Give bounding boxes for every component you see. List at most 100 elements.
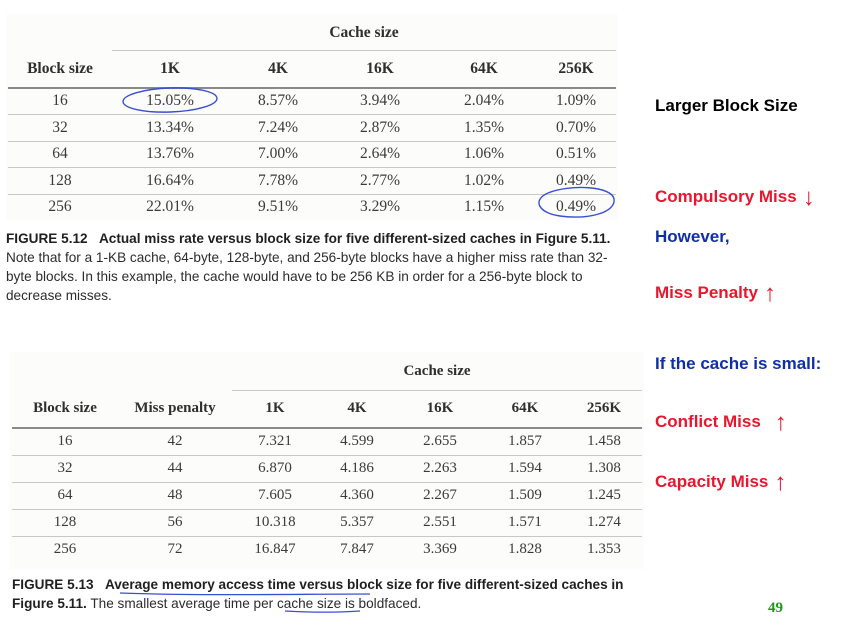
table-cell: 1.857 bbox=[508, 433, 542, 450]
table-row: 128 56 10.318 5.357 2.551 1.571 1.274 bbox=[12, 509, 642, 536]
table-cell: 1.274 bbox=[587, 514, 621, 530]
table-row: 64 13.76% 7.00% 2.64% 1.06% 0.51% bbox=[8, 141, 616, 167]
table-cell: 2.551 bbox=[423, 514, 457, 530]
table-cell: 8.57% bbox=[257, 92, 299, 110]
column-header: 64K bbox=[511, 400, 539, 417]
table-cell: 2.04% bbox=[463, 92, 505, 110]
table-cell: 1.308 bbox=[587, 460, 621, 476]
table-cell: 16 bbox=[52, 92, 68, 110]
table-cell: 1.353 bbox=[587, 541, 621, 558]
table-row: 32 44 6.870 4.186 2.263 1.594 1.308 bbox=[12, 455, 642, 482]
table-cell: 56 bbox=[167, 514, 183, 530]
column-header: 1K bbox=[160, 59, 180, 77]
memory-access-time-table: Cache size Block size Miss penalty 1K 4K… bbox=[12, 354, 642, 563]
table-cell-best: 4.186 bbox=[340, 460, 374, 476]
table-cell: 4.599 bbox=[340, 433, 374, 450]
table-cell: 1.15% bbox=[463, 198, 505, 216]
arrow-up-icon: ↑ bbox=[774, 469, 787, 496]
table-cell: 2.64% bbox=[359, 145, 401, 162]
cache-size-header: Cache size bbox=[232, 354, 642, 391]
table-cell: 128 bbox=[53, 514, 77, 530]
table-cell: 4.360 bbox=[340, 487, 374, 503]
note-however: However, bbox=[655, 227, 730, 246]
table-row: 128 16.64% 7.78% 2.77% 1.02% 0.49% bbox=[8, 167, 616, 194]
note-miss-penalty: Miss Penalty ↑ bbox=[655, 280, 776, 307]
table-cell: 13.34% bbox=[146, 118, 194, 136]
caption-text: Note that for a 1-KB cache, 64-byte, 128… bbox=[6, 250, 608, 303]
caption-label: FIGURE 5.13 bbox=[12, 577, 94, 592]
table-cell: 13.76% bbox=[146, 145, 194, 162]
table-row: 32 13.34% 7.24% 2.87% 1.35% 0.70% bbox=[8, 114, 616, 141]
column-header: 64K bbox=[470, 59, 498, 77]
table-cell: 64 bbox=[52, 145, 68, 162]
table-cell: 1.458 bbox=[587, 433, 621, 450]
table-row: 64 48 7.605 4.360 2.267 1.509 1.245 bbox=[12, 482, 642, 509]
table-cell: 128 bbox=[48, 171, 72, 189]
table-cell-best: 6.870 bbox=[258, 460, 292, 476]
table-cell: 32 bbox=[57, 460, 73, 476]
note-label: Capacity Miss bbox=[655, 472, 769, 491]
miss-rate-table: Cache size Block size 1K 4K 16K 64K 256K… bbox=[8, 16, 616, 220]
figure-5-12-caption: FIGURE 5.12 Actual miss rate versus bloc… bbox=[6, 229, 618, 305]
table-cell: 1.09% bbox=[555, 92, 597, 110]
arrow-up-icon: ↑ bbox=[774, 409, 787, 436]
table-cell: 0.70% bbox=[555, 118, 597, 136]
table-cell: 3.369 bbox=[423, 541, 457, 558]
table-cell: 7.00% bbox=[257, 145, 299, 162]
table-cell: 15.05% bbox=[146, 92, 194, 110]
table-cell: 64 bbox=[57, 487, 73, 503]
page-number: 49 bbox=[768, 600, 783, 616]
table-cell: 7.78% bbox=[257, 171, 299, 189]
memory-access-time-body: 16 42 7.321 4.599 2.655 1.857 1.458 32 4… bbox=[12, 428, 642, 563]
table-cell: 72 bbox=[167, 541, 183, 558]
miss-rate-body: 16 15.05% 8.57% 3.94% 2.04% 1.09% 32 13.… bbox=[8, 88, 616, 220]
table-cell: 1.06% bbox=[463, 145, 505, 162]
table-cell: 2.655 bbox=[423, 433, 457, 450]
table-cell: 22.01% bbox=[146, 198, 194, 216]
table-cell: 2.267 bbox=[423, 487, 457, 503]
note-label: Miss Penalty bbox=[655, 283, 758, 302]
table-cell: 48 bbox=[167, 487, 183, 503]
table-cell: 7.24% bbox=[257, 118, 299, 136]
caption-label: FIGURE 5.12 bbox=[6, 231, 88, 246]
column-header: Miss penalty bbox=[134, 400, 216, 416]
column-header: 16K bbox=[426, 400, 454, 417]
table-cell: 7.321 bbox=[258, 433, 292, 450]
column-header: 1K bbox=[265, 400, 285, 417]
table-cell: 16.847 bbox=[254, 541, 296, 558]
table-cell: 1.571 bbox=[508, 514, 542, 530]
column-header: Block size bbox=[33, 400, 97, 416]
caption-title: Actual miss rate versus block size for f… bbox=[98, 231, 611, 246]
table-cell: 2.87% bbox=[359, 118, 401, 136]
arrow-up-icon: ↑ bbox=[764, 280, 776, 307]
table-row: 16 15.05% 8.57% 3.94% 2.04% 1.09% bbox=[8, 88, 616, 114]
table-cell: 7.847 bbox=[340, 541, 374, 558]
table-row: 16 42 7.321 4.599 2.655 1.857 1.458 bbox=[12, 428, 642, 455]
column-header: 16K bbox=[366, 59, 394, 77]
figure-5-13-caption: FIGURE 5.13 Average memory access time v… bbox=[12, 575, 652, 613]
table-cell: 1.828 bbox=[508, 541, 542, 558]
table-cell: 3.29% bbox=[359, 198, 401, 216]
caption-title: Average memory access time versus block … bbox=[12, 577, 624, 611]
caption-text: The smallest average time per cache size… bbox=[90, 596, 422, 611]
note-capacity-miss: Capacity Miss ↑ bbox=[655, 469, 787, 496]
note-compulsory-miss: Compulsory Miss ↓ bbox=[655, 186, 815, 210]
note-small-cache: If the cache is small: bbox=[655, 354, 822, 373]
table-cell: 16 bbox=[57, 433, 73, 450]
table-cell: 2.77% bbox=[359, 171, 401, 189]
table-cell-best: 1.245 bbox=[587, 487, 621, 503]
table-cell: 0.49% bbox=[555, 171, 597, 189]
table-cell: 10.318 bbox=[254, 514, 296, 530]
cache-size-header: Cache size bbox=[112, 16, 616, 51]
column-header: Block size bbox=[27, 59, 93, 77]
table-cell: 9.51% bbox=[257, 198, 299, 216]
table-cell: 1.02% bbox=[463, 171, 505, 189]
table-cell: 3.94% bbox=[359, 92, 401, 110]
note-label: Compulsory Miss bbox=[655, 187, 797, 206]
note-label: Conflict Miss bbox=[655, 412, 761, 431]
table-cell: 1.35% bbox=[463, 118, 505, 136]
table-cell: 32 bbox=[52, 118, 68, 136]
table-cell: 42 bbox=[167, 433, 183, 450]
table-cell-best: 2.263 bbox=[423, 460, 457, 476]
column-header: 4K bbox=[268, 59, 288, 77]
